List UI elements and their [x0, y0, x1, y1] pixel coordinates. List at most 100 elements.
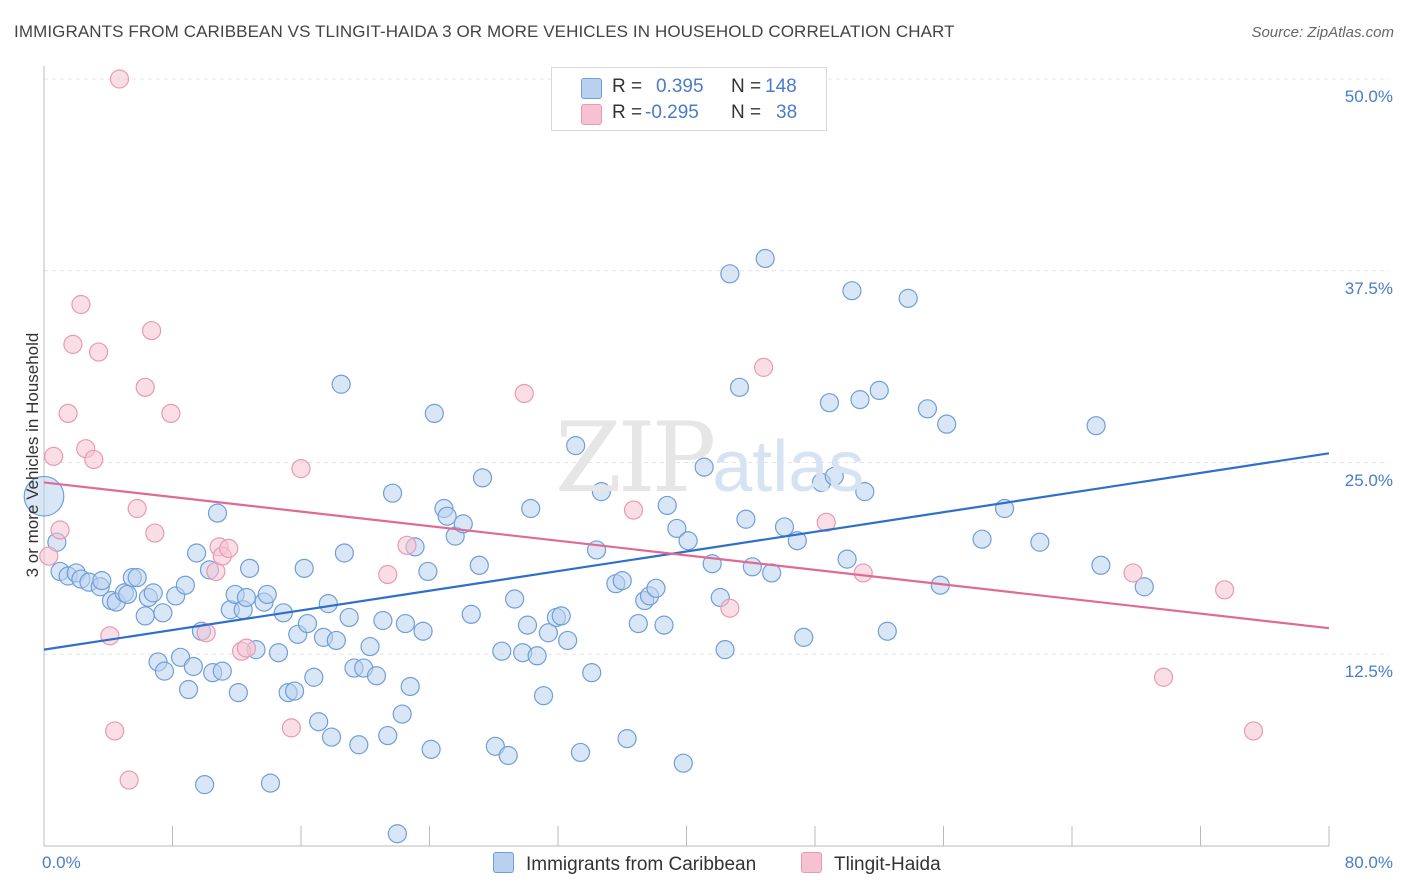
data-point-caribbean [294, 558, 314, 578]
data-point-caribbean [178, 679, 199, 700]
data-point-caribbean [143, 583, 163, 603]
legend-n-value: 38 [776, 102, 798, 123]
data-point-tlingit [127, 498, 147, 519]
data-point-caribbean [349, 735, 369, 755]
data-point-caribbean [794, 627, 814, 647]
data-point-caribbean [304, 667, 324, 687]
legend-swatch-blue [581, 78, 602, 99]
data-point-tlingit [50, 520, 70, 540]
data-point-caribbean [309, 712, 329, 732]
y-axis-label: 3 or more Vehicles in Household [23, 332, 42, 578]
trend-line-tlingit [43, 481, 1330, 630]
data-point-caribbean [538, 623, 558, 643]
data-point-caribbean [898, 288, 918, 308]
data-point-caribbean [1134, 577, 1154, 597]
data-point-tlingit [753, 357, 774, 377]
data-point-caribbean [720, 264, 740, 284]
y-tick-label: 37.5% [1344, 278, 1393, 298]
data-point-caribbean [937, 414, 957, 434]
data-point-caribbean [127, 567, 147, 588]
x-tick-label: 80.0% [1344, 853, 1393, 872]
data-point-caribbean [1091, 555, 1111, 575]
data-point-caribbean [212, 661, 232, 681]
data-point-caribbean [917, 399, 938, 419]
data-point-tlingit [514, 383, 534, 404]
data-point-caribbean [207, 503, 228, 523]
data-point-caribbean [566, 436, 586, 456]
data-point-caribbean [228, 682, 248, 703]
data-point-caribbean [360, 636, 380, 657]
data-point-caribbean [533, 686, 554, 706]
data-point-caribbean [673, 753, 693, 773]
data-point-tlingit [291, 459, 311, 479]
data-point-tlingit [63, 334, 83, 354]
data-point-caribbean [321, 727, 342, 747]
data-point-caribbean [657, 495, 677, 516]
data-point-caribbean [678, 531, 698, 551]
data-point-caribbean [175, 575, 195, 595]
data-point-caribbean [736, 509, 756, 529]
data-point-caribbean [628, 613, 648, 634]
legend-swatch-pink [581, 104, 602, 125]
data-point-caribbean [186, 543, 207, 563]
data-point-caribbean [154, 661, 175, 681]
data-point-caribbean [453, 514, 473, 534]
data-point-caribbean [117, 584, 138, 605]
data-point-tlingit [1123, 563, 1143, 583]
axes [43, 66, 1330, 847]
y-tick-label: 25.0% [1344, 470, 1393, 490]
data-point-tlingit [84, 449, 104, 470]
legend-row-caribbean: R = 0.395 N = 148 [552, 76, 826, 100]
data-point-tlingit [219, 538, 239, 559]
data-point-caribbean [236, 587, 256, 608]
data-point-tlingit [1243, 721, 1264, 741]
data-point-tlingit [397, 535, 417, 555]
data-point-tlingit [44, 446, 64, 466]
data-point-caribbean [339, 607, 359, 628]
watermark-zip: ZIP [555, 402, 716, 514]
trend-lines [43, 452, 1330, 651]
legend-label-caribbean: Immigrants from Caribbean [526, 854, 757, 875]
legend-row-tlingit: R = -0.295 N = 38 [552, 102, 826, 126]
legend-n-label: N = [731, 76, 762, 97]
data-point-caribbean [437, 506, 457, 526]
data-point-tlingit [720, 598, 740, 618]
data-point-caribbean [850, 390, 870, 410]
data-point-caribbean [260, 773, 281, 793]
data-point-caribbean [257, 584, 277, 605]
chart-title: IMMIGRANTS FROM CARIBBEAN VS TLINGIT-HAI… [14, 22, 955, 41]
legend-item-caribbean: Immigrants from Caribbean [493, 852, 756, 876]
data-point-caribbean [654, 615, 674, 635]
correlation-legend: R = 0.395 N = 148 R = -0.295 N = 38 [551, 67, 827, 131]
legend-r-label: R = [612, 76, 643, 97]
data-point-caribbean [469, 555, 489, 575]
data-point-caribbean [774, 517, 795, 537]
data-point-caribbean [373, 610, 393, 631]
series-tlingit-points [39, 69, 1264, 790]
series-legend: Immigrants from Caribbean Tlingit-Haida [0, 852, 1406, 878]
data-point-caribbean [715, 640, 735, 660]
data-point-caribbean [837, 549, 857, 569]
legend-r-value: 0.395 [656, 76, 704, 97]
data-point-caribbean [855, 482, 875, 502]
data-point-tlingit [378, 564, 398, 585]
data-point-caribbean [461, 604, 481, 624]
data-point-tlingit [39, 546, 59, 566]
data-point-caribbean [694, 457, 714, 477]
chart-source: Source: ZipAtlas.com [1251, 24, 1394, 41]
legend-swatch-blue [493, 852, 514, 873]
data-point-caribbean [395, 613, 416, 634]
data-point-caribbean [558, 630, 578, 651]
data-point-tlingit [145, 523, 165, 543]
data-point-caribbean [334, 543, 354, 563]
data-point-caribbean [521, 498, 541, 519]
data-point-caribbean [318, 594, 338, 614]
data-point-caribbean [183, 656, 203, 677]
data-point-caribbean [326, 630, 346, 651]
data-point-tlingit [236, 638, 256, 658]
data-point-tlingit [853, 563, 873, 583]
data-point-tlingit [119, 770, 139, 790]
series-caribbean-points [23, 248, 1154, 844]
data-point-tlingit [109, 69, 130, 89]
